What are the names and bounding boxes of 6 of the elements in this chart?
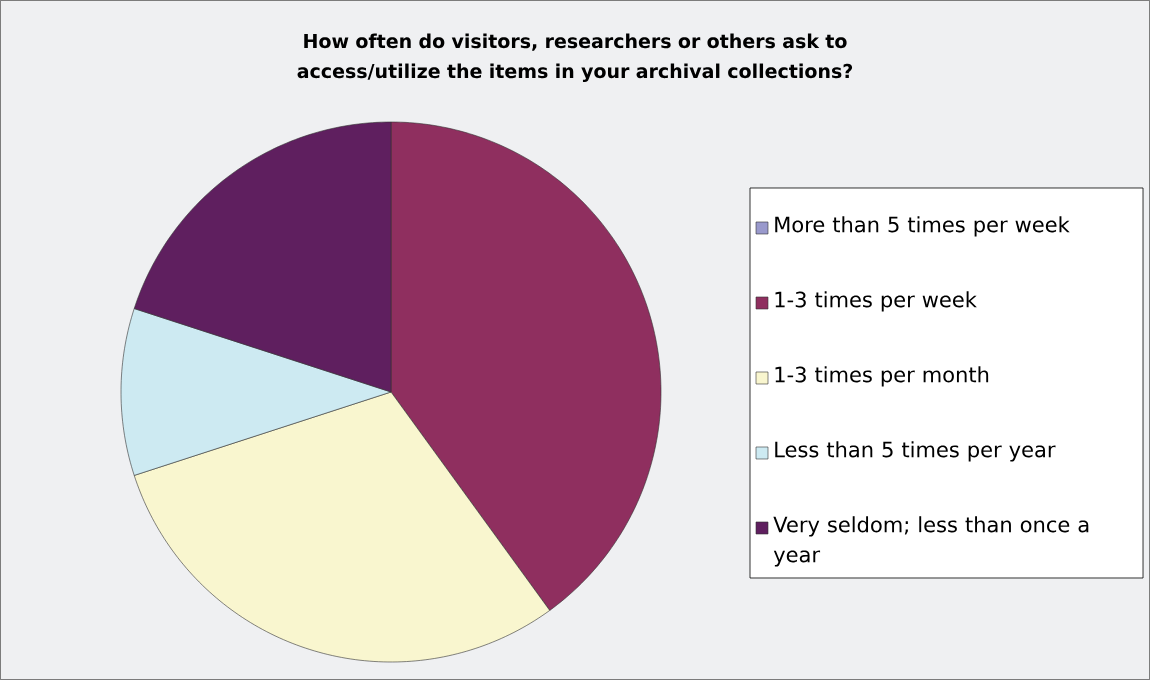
chart-title: How often do visitors, researchers or others ask to access/utilize the items in your archival collections? — [297, 33, 853, 83]
legend-label: More than 5 times per week — [775, 216, 1070, 237]
legend-label: 1-3 times per month — [775, 366, 989, 387]
legend-label: Very seldom; less than once a year — [773, 516, 1089, 567]
legend-label: Less than 5 times per year — [775, 441, 1056, 462]
legend-label: 1-3 times per week — [775, 291, 977, 312]
